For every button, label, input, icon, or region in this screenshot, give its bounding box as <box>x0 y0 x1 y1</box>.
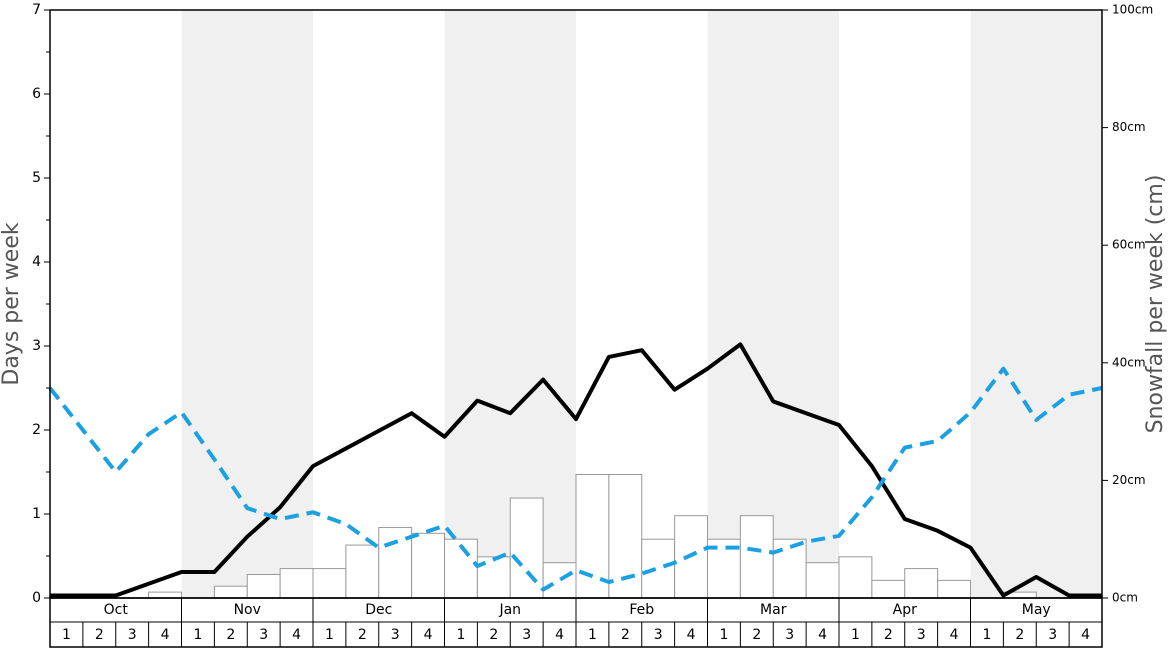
bar <box>805 562 840 599</box>
week-label: 1 <box>982 627 991 643</box>
y2-tick-label: 60cm <box>1112 238 1146 252</box>
y2-tick-label: 0cm <box>1112 591 1138 605</box>
week-label: 1 <box>719 627 728 643</box>
bar <box>739 515 774 599</box>
bar <box>279 568 314 599</box>
week-label: 1 <box>456 627 465 643</box>
month-label: Apr <box>893 602 917 618</box>
y-tick-label: 5 <box>32 170 41 186</box>
line <box>50 342 1102 598</box>
week-label: 1 <box>193 627 202 643</box>
week-label: 2 <box>621 627 630 643</box>
y-tick-label: 0 <box>32 590 41 606</box>
y2-tick-label: 80cm <box>1112 120 1146 134</box>
week-label: 4 <box>687 627 696 643</box>
y-tick-label: 3 <box>32 338 41 354</box>
bar <box>312 568 347 599</box>
week-label: 2 <box>1015 627 1024 643</box>
month-label: May <box>1022 602 1051 618</box>
week-label: 3 <box>917 627 926 643</box>
week-label: 4 <box>1081 627 1090 643</box>
week-label: 2 <box>226 627 235 643</box>
month-label: Jan <box>498 602 521 618</box>
week-label: 3 <box>259 627 268 643</box>
week-label: 2 <box>358 627 367 643</box>
month-shade <box>970 10 1102 598</box>
month-label: Mar <box>760 602 787 618</box>
bar <box>148 591 182 599</box>
bar <box>246 573 281 599</box>
bar <box>411 532 445 599</box>
bar <box>937 579 971 599</box>
bar <box>345 544 380 599</box>
week-label: 1 <box>851 627 860 643</box>
plot <box>48 342 1103 599</box>
bar <box>838 556 873 599</box>
week-label: 1 <box>62 627 71 643</box>
bar <box>575 474 610 599</box>
week-label: 3 <box>128 627 137 643</box>
month-label: Feb <box>629 602 654 618</box>
bar <box>509 497 544 599</box>
y2-tick-label: 40cm <box>1112 355 1146 369</box>
bar <box>542 562 577 599</box>
week-label: 3 <box>522 627 531 643</box>
y2-tick-label: 20cm <box>1112 473 1146 487</box>
month-shade <box>707 10 839 598</box>
y-tick-label: 1 <box>32 506 41 522</box>
y-tick-label: 7 <box>32 2 41 18</box>
week-label: 3 <box>654 627 663 643</box>
bar <box>641 538 676 599</box>
week-label: 3 <box>391 627 400 643</box>
week-label: 1 <box>588 627 597 643</box>
week-label: 2 <box>752 627 761 643</box>
bar <box>871 579 906 599</box>
month-shade <box>181 10 313 598</box>
month-label: Oct <box>104 602 129 618</box>
week-label: 2 <box>95 627 104 643</box>
y2-tick-label: 100cm <box>1112 3 1153 17</box>
week-label: 4 <box>161 627 170 643</box>
week-label: 4 <box>292 627 301 643</box>
week-label: 4 <box>818 627 827 643</box>
week-label: 2 <box>489 627 498 643</box>
dashed-line <box>48 366 1103 592</box>
y-tick-label: 4 <box>32 254 41 270</box>
week-label: 1 <box>325 627 334 643</box>
y-tick-label: 2 <box>32 422 41 438</box>
week-label: 4 <box>424 627 433 643</box>
week-label: 4 <box>950 627 959 643</box>
bar <box>904 568 939 599</box>
bar <box>772 538 807 599</box>
y2-axis-title: Snowfall per week (cm) <box>1143 175 1168 434</box>
week-label: 3 <box>1048 627 1057 643</box>
background <box>181 10 1102 598</box>
week-label: 4 <box>555 627 564 643</box>
month-label: Nov <box>234 602 261 618</box>
month-label: Dec <box>365 602 392 618</box>
week-label: 2 <box>884 627 893 643</box>
bar <box>213 585 248 599</box>
y-axis-title: Days per week <box>0 222 24 385</box>
week-label: 3 <box>785 627 794 643</box>
y-tick-label: 6 <box>32 86 41 102</box>
